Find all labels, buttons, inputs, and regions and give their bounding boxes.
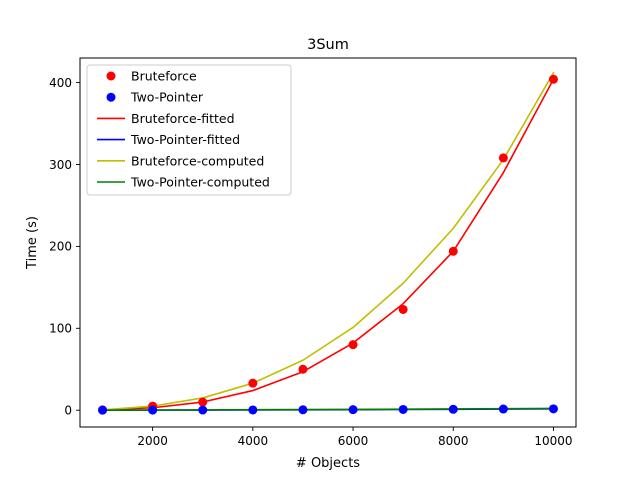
plot-area	[98, 71, 558, 415]
y-axis-label: Time (s)	[25, 216, 40, 270]
chart-title: 3Sum	[307, 37, 349, 53]
x-axis-label: # Objects	[296, 456, 360, 471]
data-point-two-pointer	[548, 404, 558, 414]
data-point-bruteforce	[498, 153, 508, 163]
data-point-two-pointer	[348, 405, 358, 415]
x-tick-label: 2000	[137, 434, 168, 448]
data-point-bruteforce	[448, 246, 458, 256]
series-line-bruteforce-computed	[101, 71, 555, 411]
data-point-two-pointer	[198, 405, 208, 415]
data-point-bruteforce	[248, 378, 258, 388]
legend-label: Two-Pointer-fitted	[130, 132, 240, 147]
y-tick-label: 0	[64, 404, 72, 418]
x-tick-label: 10000	[534, 434, 572, 448]
data-point-two-pointer	[498, 404, 508, 414]
x-tick-label: 8000	[438, 434, 469, 448]
legend-label: Bruteforce	[131, 69, 197, 84]
series-line-two-pointer-computed	[101, 407, 555, 411]
y-tick-label: 400	[49, 76, 72, 90]
data-point-two-pointer	[398, 404, 408, 414]
series-layer	[98, 71, 558, 415]
legend-label: Bruteforce-fitted	[131, 111, 235, 126]
y-tick-label: 100	[49, 322, 72, 336]
legend-marker	[106, 71, 116, 81]
legend-label: Two-Pointer-computed	[130, 175, 270, 190]
legend-box	[86, 64, 292, 196]
x-tick-label: 6000	[338, 434, 369, 448]
data-point-bruteforce	[348, 340, 358, 350]
data-point-bruteforce	[298, 364, 308, 374]
data-point-two-pointer	[248, 405, 258, 415]
data-point-bruteforce	[548, 74, 558, 84]
data-point-two-pointer	[148, 405, 158, 415]
plot-frame	[79, 57, 577, 428]
series-line-bruteforce-fitted	[101, 78, 555, 411]
y-axis: 0 100 200 300 400	[49, 76, 80, 418]
legend: Bruteforce Two-Pointer Bruteforce-fitted Tw…	[86, 64, 292, 196]
y-tick-label: 200	[49, 240, 72, 254]
legend-marker	[106, 92, 116, 102]
data-point-two-pointer	[98, 405, 108, 415]
legend-label: Two-Pointer	[130, 90, 204, 105]
data-point-bruteforce	[198, 397, 208, 407]
y-tick-label: 300	[49, 158, 72, 172]
x-tick-label: 4000	[238, 434, 269, 448]
data-point-two-pointer	[448, 404, 458, 414]
legend-label: Bruteforce-computed	[131, 153, 264, 168]
x-axis: 2000 4000 6000 8000 10000	[137, 427, 573, 448]
data-point-bruteforce	[398, 304, 408, 314]
data-point-two-pointer	[298, 405, 308, 415]
